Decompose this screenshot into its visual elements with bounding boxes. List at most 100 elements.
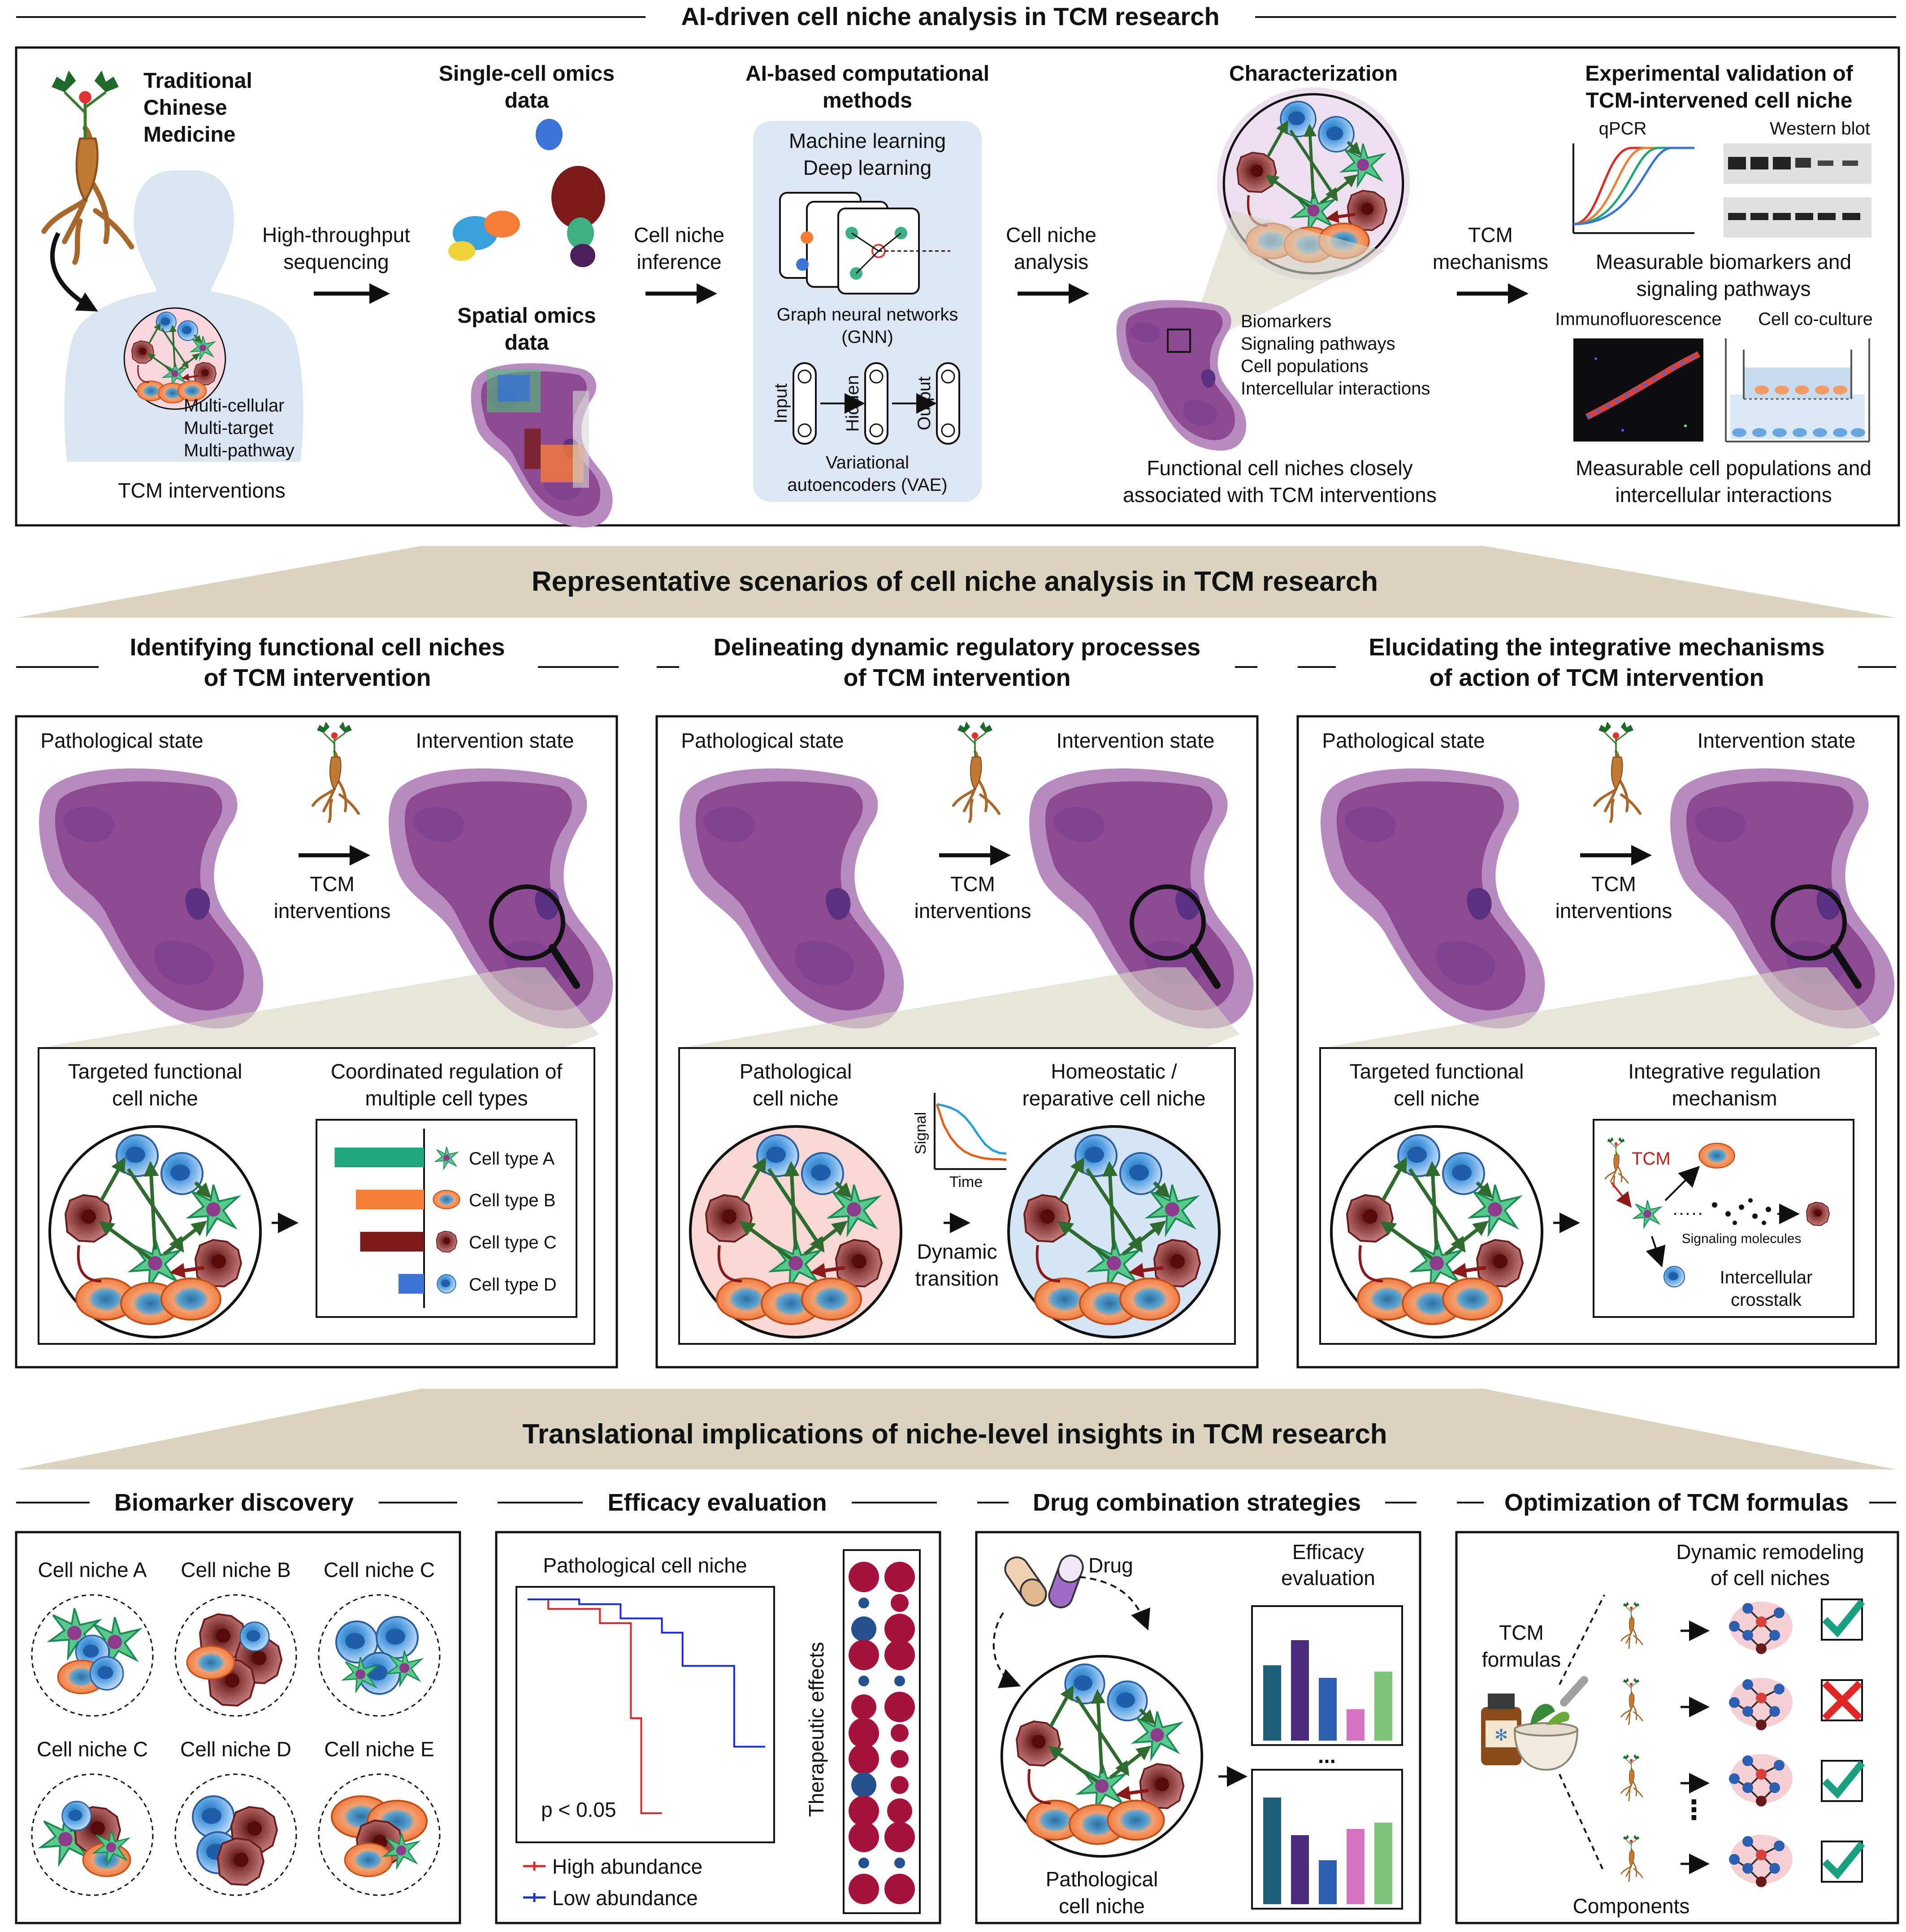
measurable1-line1: Measurable biomarkers and <box>1596 250 1851 273</box>
panel2-right-title-2: reparative cell niche <box>1022 1087 1205 1110</box>
svg-text:✻: ✻ <box>1494 1726 1508 1744</box>
qpcr-plot <box>1572 143 1694 234</box>
pathological-tissue <box>1321 768 1545 1029</box>
western-label: Western blot <box>1770 119 1870 139</box>
coculture-well <box>1725 338 1870 442</box>
cell-type-d-label: Cell type D <box>469 1275 557 1295</box>
cell-type-c-label: Cell type C <box>469 1233 557 1252</box>
drug-niche <box>1002 1656 1202 1857</box>
body-niche-icon <box>124 308 225 409</box>
feature-multi-target: Multi-target <box>184 418 273 438</box>
characterization-tissue <box>1116 300 1247 451</box>
tcm-ginseng-small-icon <box>1604 1136 1629 1188</box>
tcm-arrow-label-2: interventions <box>1555 899 1672 923</box>
efficacy-bar <box>1374 1823 1392 1904</box>
therapeutic-dot <box>851 1616 876 1642</box>
scenarios-banner <box>16 546 1896 618</box>
niche-c2-icon <box>31 1773 154 1896</box>
measurable2-line2: intercellular interactions <box>1615 483 1832 507</box>
network-icon-1 <box>1728 1601 1793 1655</box>
niche-c2-label: Cell niche C <box>37 1737 148 1761</box>
single-cell-label-2: data <box>505 89 549 113</box>
cell-type-a-icon <box>435 1146 458 1170</box>
cell-type-b-label: Cell type B <box>469 1191 555 1210</box>
gnn-icon <box>779 192 950 295</box>
characterization-label: Characterization <box>1229 62 1398 86</box>
therapeutic-dot <box>849 1874 879 1904</box>
pathological-state-label: Pathological state <box>1322 729 1485 752</box>
panel2-right-title-1: Homeostatic / <box>1051 1060 1177 1083</box>
component-ginseng-1 <box>1620 1601 1643 1649</box>
pill-icon <box>1048 1555 1084 1608</box>
validation-title-2: TCM-intervened cell niche <box>1586 89 1853 113</box>
panel1-niche <box>50 1126 260 1337</box>
tcm-arrow-label-1: TCM <box>950 872 995 896</box>
therapeutic-dot <box>849 1640 879 1670</box>
component-ginseng-3 <box>1620 1753 1643 1802</box>
intervention-state-label: Intervention state <box>1057 729 1215 752</box>
signaling-dots <box>1712 1198 1771 1225</box>
niche-d-icon <box>174 1773 297 1896</box>
therapeutic-dot <box>884 1640 915 1670</box>
dl-label: Deep learning <box>803 156 931 179</box>
tcm-red-label: TCM <box>1632 1149 1671 1169</box>
efficacy-bar <box>1319 1678 1337 1741</box>
coculture-label: Cell co-culture <box>1758 309 1873 329</box>
niche-d-label: Cell niche D <box>180 1737 291 1761</box>
header-drug: Drug combination strategies <box>1033 1489 1361 1516</box>
therapeutic-dot <box>851 1694 876 1720</box>
drug-panel: Drug Pathological cell niche Efficacy ev… <box>975 1531 1421 1924</box>
therapeutic-dot <box>894 1858 905 1868</box>
signal-line-orange <box>936 1104 1007 1161</box>
functional-label-2: associated with TCM interventions <box>1123 483 1437 507</box>
panel3-left-title-1: Targeted functional <box>1350 1060 1524 1083</box>
tcm-arrow-label-2: interventions <box>274 899 391 923</box>
niche-c-icon <box>318 1594 441 1717</box>
km-line-high <box>528 1598 662 1814</box>
pathological-niche <box>690 1126 901 1337</box>
curved-arrow-icon <box>50 232 98 312</box>
medicine-bottle-icon: ✻ <box>1481 1694 1521 1765</box>
char-item-interactions: Intercellular interactions <box>1241 379 1430 399</box>
check-icon-2 <box>1821 1760 1865 1802</box>
ai-title-1: AI-based computational <box>745 62 989 86</box>
efficacy-bar <box>1263 1798 1281 1904</box>
hts-label-1: High-throughput <box>262 223 410 247</box>
immuno-label: Immunofluorescence <box>1555 309 1721 329</box>
tcm-arrow-label-1: TCM <box>310 872 355 896</box>
char-item-populations: Cell populations <box>1241 356 1369 376</box>
formulas-label-1: TCM <box>1499 1621 1544 1644</box>
therapeutic-dot <box>891 1724 909 1742</box>
panel1-title-2: of TCM intervention <box>204 664 431 691</box>
ellipsis-label: ... <box>1318 1744 1336 1768</box>
panel2-title-2: of TCM intervention <box>844 664 1071 691</box>
magnifier-icon <box>489 884 580 989</box>
therapeutic-dot <box>884 1874 915 1904</box>
header-efficacy: Efficacy evaluation <box>607 1489 827 1516</box>
crosstalk-label-2: crosstalk <box>1731 1290 1802 1310</box>
ginseng-icon <box>1594 722 1640 822</box>
inference-label-1: Cell niche <box>634 223 724 247</box>
panel2-left-title-1: Pathological <box>740 1060 852 1083</box>
feature-multi-cellular: Multi-cellular <box>184 396 285 416</box>
therapeutic-dot <box>891 1750 909 1768</box>
panel3-left-title-2: cell niche <box>1394 1087 1480 1110</box>
gnn-label-2: (GNN) <box>841 327 893 347</box>
therapeutic-dot <box>858 1598 869 1608</box>
measurable2-line1: Measurable cell populations and <box>1576 456 1871 480</box>
vae-output-label: Output <box>914 377 934 430</box>
scenario-panel-2: Pathological state Intervention state TC… <box>655 715 1259 1369</box>
time-axis-label: Time <box>949 1174 983 1191</box>
western-blot <box>1724 143 1871 238</box>
qpcr-label: qPCR <box>1599 119 1647 139</box>
mechanisms-label-2: mechanisms <box>1433 250 1548 273</box>
panel1-title-1: Identifying functional cell niches <box>130 634 505 661</box>
pathological-state-label: Pathological state <box>40 729 203 752</box>
mechanism-red-cell <box>1806 1202 1830 1226</box>
header-biomarker: Biomarker discovery <box>114 1489 354 1516</box>
mechanism-orange-cell <box>1698 1143 1735 1169</box>
efficacy-bar <box>1319 1860 1337 1904</box>
panel3-title-2: of action of TCM intervention <box>1430 664 1764 691</box>
cell-type-a-label: Cell type A <box>469 1149 555 1169</box>
